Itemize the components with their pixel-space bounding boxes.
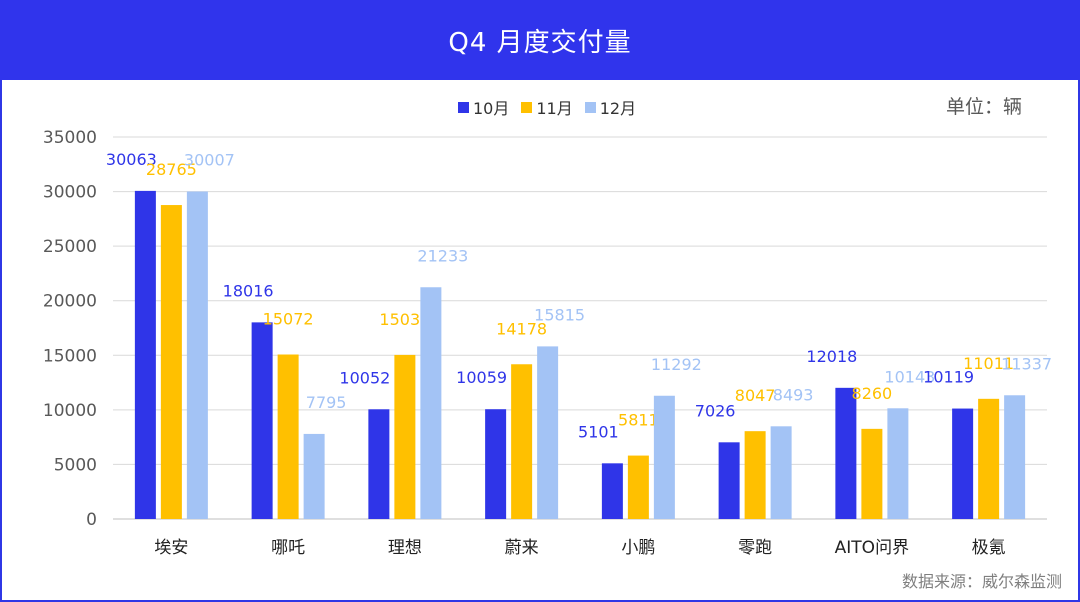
bar xyxy=(368,409,390,519)
bar xyxy=(303,433,325,519)
bar xyxy=(485,409,507,519)
data-label: 11337 xyxy=(1001,354,1052,373)
data-label: 10059 xyxy=(456,368,507,387)
data-label: 18016 xyxy=(223,281,274,300)
bar xyxy=(537,346,559,519)
data-label: 15072 xyxy=(263,309,314,328)
legend-item: 12月 xyxy=(584,95,637,119)
data-label: 5101 xyxy=(578,422,619,441)
header-bar: Q4 月度交付量 xyxy=(0,0,1080,80)
legend-label: 12月 xyxy=(599,99,637,118)
bar xyxy=(770,426,792,519)
bar xyxy=(394,354,416,519)
bar xyxy=(627,455,649,519)
y-tick-label: 20000 xyxy=(43,292,97,312)
y-tick-label: 5000 xyxy=(54,455,97,475)
x-tick-label: 哪吒 xyxy=(271,538,305,558)
data-label: 10143 xyxy=(884,367,935,386)
y-tick-label: 30000 xyxy=(43,183,97,203)
unit-label: 单位：辆 xyxy=(945,96,1022,118)
data-label: 30063 xyxy=(106,150,157,169)
legend-label: 11月 xyxy=(536,99,573,118)
bar xyxy=(186,191,208,519)
y-tick-label: 35000 xyxy=(43,128,97,148)
data-label: 14178 xyxy=(496,319,547,338)
x-tick-label: AITO问界 xyxy=(835,538,909,558)
data-label: 28765 xyxy=(146,160,197,179)
bar xyxy=(134,190,156,519)
legend-swatch xyxy=(458,101,469,113)
bar xyxy=(744,431,766,519)
data-label: 5811 xyxy=(618,411,659,430)
data-label: 10052 xyxy=(339,368,390,387)
y-tick-label: 10000 xyxy=(43,401,97,421)
bar xyxy=(887,408,909,519)
source-label: 数据来源：威尔森监测 xyxy=(901,572,1062,591)
page-title: Q4 月度交付量 xyxy=(448,27,632,58)
data-label: 15034 xyxy=(379,310,430,329)
x-tick-label: 蔚来 xyxy=(505,538,539,558)
bar xyxy=(835,387,857,519)
data-label: 10119 xyxy=(923,368,974,387)
y-tick-label: 15000 xyxy=(43,346,97,366)
data-label: 7795 xyxy=(306,393,347,412)
bar xyxy=(420,287,442,519)
data-label: 21233 xyxy=(417,246,468,265)
legend-swatch xyxy=(521,101,533,113)
bar xyxy=(601,463,623,519)
legend-item: 10月 xyxy=(458,95,509,119)
legend-label: 10月 xyxy=(473,99,510,118)
bar xyxy=(952,408,974,519)
data-label: 15815 xyxy=(534,305,585,324)
y-tick-label: 25000 xyxy=(43,237,97,257)
bar xyxy=(653,395,675,519)
data-label: 11011 xyxy=(963,354,1014,373)
bar xyxy=(978,398,1000,519)
y-tick-label: 0 xyxy=(86,510,97,530)
bar xyxy=(251,322,273,519)
bar xyxy=(1004,395,1026,519)
data-label: 8260 xyxy=(852,384,893,403)
data-label: 12018 xyxy=(806,347,857,366)
bar xyxy=(861,428,883,519)
bar xyxy=(511,364,533,519)
x-tick-label: 极氪 xyxy=(972,538,1006,558)
data-label: 8493 xyxy=(773,385,814,404)
x-tick-label: 埃安 xyxy=(154,538,188,558)
data-label: 8047 xyxy=(735,386,776,405)
legend-swatch xyxy=(584,101,596,113)
data-label: 30007 xyxy=(184,150,235,169)
legend-item: 11月 xyxy=(521,95,573,119)
x-tick-label: 零跑 xyxy=(738,538,772,558)
bar xyxy=(277,354,299,519)
data-label: 7026 xyxy=(695,401,736,420)
bar xyxy=(718,442,740,519)
data-label: 11292 xyxy=(651,355,702,374)
x-tick-label: 理想 xyxy=(388,538,422,558)
legend: 10月 11月 12月 xyxy=(458,95,636,119)
x-tick-label: 小鹏 xyxy=(621,538,655,558)
bar xyxy=(160,205,182,519)
